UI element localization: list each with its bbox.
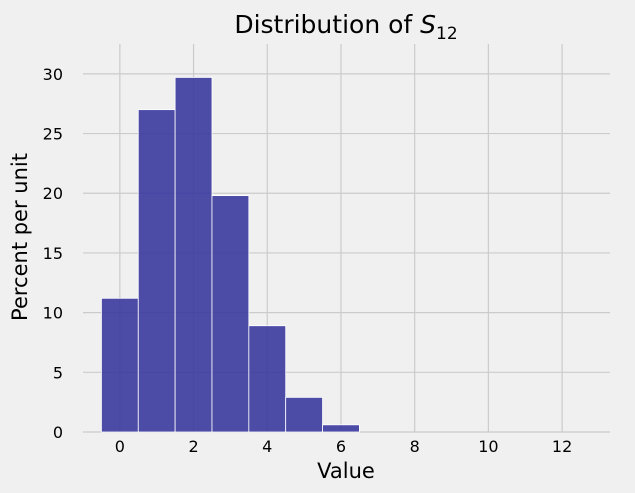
chart-title: Distribution of S12 — [234, 10, 457, 44]
x-tick-label: 8 — [410, 437, 420, 456]
y-tick-label: 15 — [43, 244, 63, 263]
chart-title-subscript: 12 — [436, 24, 458, 44]
x-tick-label: 10 — [478, 437, 498, 456]
chart-title-main: Distribution of — [234, 10, 420, 39]
x-tick-label: 12 — [552, 437, 572, 456]
x-tick-label: 2 — [188, 437, 198, 456]
y-tick-label: 0 — [53, 423, 63, 442]
y-tick-label: 20 — [43, 184, 63, 203]
x-tick-label: 4 — [262, 437, 272, 456]
x-tick-label: 6 — [336, 437, 346, 456]
histogram-bar-4 — [248, 325, 287, 433]
y-tick-label: 10 — [43, 304, 63, 323]
y-tick-label: 25 — [43, 125, 63, 144]
y-tick-label: 30 — [43, 65, 63, 84]
histogram-bar-2 — [174, 77, 213, 433]
x-tick-labels: 0 2 4 6 8 10 12 — [115, 437, 573, 456]
y-tick-label: 5 — [53, 363, 63, 382]
histogram-bar-5 — [285, 396, 323, 433]
y-axis-label: Percent per unit — [8, 153, 32, 321]
histogram-bar-3 — [211, 195, 250, 433]
histogram-bars — [101, 77, 360, 433]
x-axis-label: Value — [317, 459, 375, 483]
y-tick-labels: 0 5 10 15 20 25 30 — [43, 65, 63, 442]
histogram-bar-6 — [322, 424, 360, 433]
chart-title-symbol: S — [420, 10, 436, 39]
x-tick-label: 0 — [115, 437, 125, 456]
histogram-bar-1 — [137, 109, 176, 433]
histogram-bar-0 — [101, 297, 139, 433]
